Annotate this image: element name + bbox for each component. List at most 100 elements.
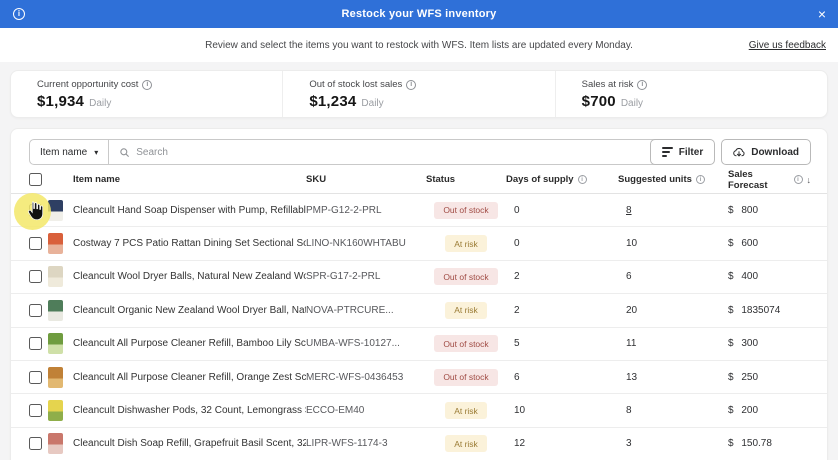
- item-sku: LINO-NK160WHTABU: [306, 238, 406, 250]
- stat-label: Out of stock lost sales: [309, 79, 403, 90]
- close-icon[interactable]: ×: [817, 6, 826, 22]
- item-sku: UMBA-WFS-10127...: [306, 338, 400, 350]
- row-checkbox[interactable]: [29, 370, 42, 384]
- suggested-units-value[interactable]: 8: [626, 204, 632, 216]
- suggested-units-value[interactable]: 10: [626, 238, 638, 250]
- days-of-supply-value: 6: [514, 371, 520, 383]
- row-checkbox[interactable]: [29, 404, 42, 418]
- item-sku: SPR-G17-2-PRL: [306, 271, 381, 283]
- info-icon[interactable]: i: [13, 8, 25, 20]
- days-of-supply-value: 12: [514, 438, 526, 450]
- stat-value: $700: [581, 93, 616, 110]
- info-icon[interactable]: i: [577, 175, 587, 184]
- stat-value: $1,934: [37, 93, 85, 110]
- stat-period: Daily: [620, 98, 644, 109]
- info-icon[interactable]: i: [406, 79, 417, 90]
- info-icon[interactable]: i: [793, 175, 803, 184]
- product-thumbnail: [48, 299, 63, 321]
- days-of-supply-value: 10: [514, 405, 526, 417]
- sort-descending-icon[interactable]: ↓: [806, 174, 812, 185]
- column-header-sales-forecast[interactable]: Sales Forecast i ↓: [728, 168, 812, 191]
- status-badge: At risk: [445, 402, 487, 420]
- status-badge: At risk: [445, 301, 487, 319]
- column-header-days-of-supply: Days of supply i: [506, 174, 618, 185]
- product-thumbnail: [48, 366, 63, 388]
- inventory-table-card: Item name ▾ Filter Download: [10, 128, 828, 460]
- status-badge: Out of stock: [434, 368, 498, 386]
- info-icon[interactable]: i: [142, 79, 153, 90]
- search-input[interactable]: [136, 146, 672, 158]
- suggested-units-value[interactable]: 13: [626, 371, 638, 383]
- select-all-checkbox[interactable]: [29, 173, 42, 186]
- info-icon[interactable]: i: [695, 175, 705, 184]
- status-badge: Out of stock: [434, 201, 498, 219]
- product-thumbnail: [48, 333, 63, 355]
- description-text: Review and select the items you want to …: [205, 39, 633, 51]
- table-row: Cleancult All Purpose Cleaner Refill, Or…: [11, 361, 827, 395]
- product-thumbnail: [48, 400, 63, 422]
- download-button[interactable]: Download: [721, 139, 811, 165]
- row-checkbox[interactable]: [29, 237, 42, 251]
- modal-subheader: Review and select the items you want to …: [0, 28, 838, 62]
- table-row: Cleancult Organic New Zealand Wool Dryer…: [11, 294, 827, 328]
- row-checkbox[interactable]: [29, 437, 42, 451]
- item-name: Costway 7 PCS Patio Rattan Dining Set Se…: [73, 238, 306, 250]
- table-row: Cleancult All Purpose Cleaner Refill, Ba…: [11, 328, 827, 361]
- stat-period: Daily: [89, 98, 112, 109]
- column-header-suggested-units: Suggested units i: [618, 174, 728, 185]
- column-header-item-name: Item name: [73, 174, 120, 185]
- product-thumbnail: [48, 433, 63, 455]
- filter-button[interactable]: Filter: [649, 139, 716, 165]
- column-header-status: Status: [426, 174, 456, 185]
- item-name: Cleancult All Purpose Cleaner Refill, Ba…: [73, 338, 306, 350]
- chevron-down-icon: ▾: [94, 147, 99, 157]
- stat-sales-at-risk: Sales at risk i $700 Daily: [554, 71, 827, 117]
- stat-label: Current opportunity cost: [37, 79, 139, 90]
- status-badge: At risk: [445, 435, 487, 453]
- item-sku: ECCO-EM40: [306, 405, 365, 417]
- item-name: Cleancult Wool Dryer Balls, Natural New …: [73, 271, 306, 283]
- suggested-units-value[interactable]: 11: [626, 338, 637, 350]
- feedback-link[interactable]: Give us feedback: [748, 39, 826, 51]
- item-sku: NOVA-PTRCURE...: [306, 304, 394, 316]
- stat-value: $1,234: [309, 93, 357, 110]
- product-thumbnail: [48, 266, 63, 288]
- product-thumbnail: [48, 233, 63, 255]
- table-row: Cleancult Dish Soap Refill, Grapefruit B…: [11, 428, 827, 460]
- search-column-dropdown[interactable]: Item name ▾: [30, 140, 110, 164]
- row-checkbox[interactable]: [29, 270, 42, 284]
- row-checkbox[interactable]: [29, 203, 42, 217]
- search-control: Item name ▾: [29, 139, 683, 165]
- suggested-units-value[interactable]: 6: [626, 271, 632, 283]
- suggested-units-value[interactable]: 20: [626, 304, 638, 316]
- search-field: [109, 140, 682, 164]
- table-row: Cleancult Hand Soap Dispenser with Pump,…: [11, 194, 827, 228]
- item-name: Cleancult Organic New Zealand Wool Dryer…: [73, 304, 306, 316]
- sales-forecast-value: $ 200: [728, 405, 759, 417]
- product-thumbnail: [48, 199, 63, 221]
- sales-forecast-value: $ 800: [728, 204, 759, 216]
- table-row: Costway 7 PCS Patio Rattan Dining Set Se…: [11, 227, 827, 261]
- sales-forecast-value: $ 250: [728, 371, 759, 383]
- sales-forecast-value: $ 300: [728, 338, 759, 350]
- days-of-supply-value: 5: [514, 338, 520, 350]
- row-checkbox[interactable]: [29, 303, 42, 317]
- days-of-supply-value: 2: [514, 271, 520, 283]
- stat-label: Sales at risk: [581, 79, 634, 90]
- sales-forecast-value: $ 150.78: [728, 438, 772, 450]
- download-icon: [733, 147, 745, 156]
- stats-card: Current opportunity cost i $1,934 Daily …: [10, 70, 828, 118]
- info-icon[interactable]: i: [637, 79, 648, 90]
- search-icon: [120, 147, 130, 157]
- row-checkbox[interactable]: [29, 337, 42, 351]
- status-badge: Out of stock: [434, 335, 498, 353]
- item-sku: PMP-G12-2-PRL: [306, 204, 382, 216]
- item-name: Cleancult Hand Soap Dispenser with Pump,…: [73, 204, 306, 216]
- item-name: Cleancult All Purpose Cleaner Refill, Or…: [73, 371, 306, 383]
- suggested-units-value[interactable]: 3: [626, 438, 632, 450]
- status-badge: Out of stock: [434, 268, 498, 286]
- sales-forecast-value: $ 400: [728, 271, 759, 283]
- filter-icon: [661, 147, 673, 157]
- suggested-units-value[interactable]: 8: [626, 405, 632, 417]
- table-row: Cleancult Wool Dryer Balls, Natural New …: [11, 261, 827, 295]
